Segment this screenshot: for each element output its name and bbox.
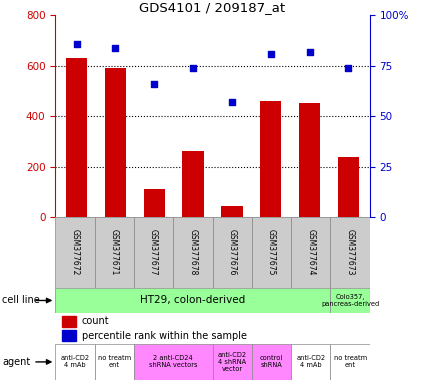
Text: no treatm
ent: no treatm ent (334, 356, 367, 368)
Bar (66, 58, 87, 217)
Bar (55, 344, 94, 380)
Bar (221, 205, 243, 217)
Bar (62, 331, 76, 341)
Bar (173, 217, 212, 288)
Bar (182, 151, 204, 217)
Point (229, 99, 235, 105)
Point (73, 41, 80, 47)
Text: GSM377678: GSM377678 (188, 229, 197, 276)
Text: GSM377672: GSM377672 (71, 229, 79, 276)
Bar (55, 288, 331, 313)
Text: anti-CD2
4 mAb: anti-CD2 4 mAb (60, 356, 90, 368)
Text: anti-CD2
4 shRNA
vector: anti-CD2 4 shRNA vector (218, 352, 247, 372)
Bar (212, 217, 252, 288)
Text: GSM377674: GSM377674 (306, 229, 315, 276)
Bar (94, 217, 134, 288)
Text: Colo357,
pancreas-derived: Colo357, pancreas-derived (321, 294, 379, 307)
Bar (331, 217, 370, 288)
Bar (212, 344, 252, 380)
Bar (62, 316, 76, 327)
Text: cell line: cell line (2, 295, 40, 306)
Text: percentile rank within the sample: percentile rank within the sample (82, 331, 247, 341)
Point (112, 45, 119, 51)
Bar (55, 217, 94, 288)
Text: GSM377673: GSM377673 (346, 229, 354, 276)
Bar (338, 157, 359, 217)
Bar (260, 101, 281, 217)
Text: count: count (82, 316, 110, 326)
Bar (291, 217, 331, 288)
Title: GDS4101 / 209187_at: GDS4101 / 209187_at (139, 1, 286, 14)
Bar (105, 68, 126, 217)
Text: agent: agent (2, 357, 30, 367)
Bar (291, 344, 331, 380)
Point (151, 81, 158, 87)
Point (267, 51, 274, 57)
Point (306, 49, 313, 55)
Text: control
shRNA: control shRNA (260, 356, 283, 368)
Text: GSM377675: GSM377675 (267, 229, 276, 276)
Bar (94, 344, 134, 380)
Text: HT29, colon-derived: HT29, colon-derived (140, 295, 246, 306)
Bar (252, 217, 291, 288)
Bar (134, 217, 173, 288)
Bar (331, 344, 370, 380)
Bar (252, 344, 291, 380)
Point (345, 65, 352, 71)
Bar (331, 288, 370, 313)
Bar (144, 189, 165, 217)
Text: GSM377671: GSM377671 (110, 229, 119, 276)
Text: anti-CD2
4 mAb: anti-CD2 4 mAb (296, 356, 326, 368)
Bar (134, 344, 212, 380)
Point (190, 65, 196, 71)
Bar (299, 103, 320, 217)
Text: 2 anti-CD24
shRNA vectors: 2 anti-CD24 shRNA vectors (149, 356, 198, 368)
Text: GSM377676: GSM377676 (228, 229, 237, 276)
Text: GSM377677: GSM377677 (149, 229, 158, 276)
Text: no treatm
ent: no treatm ent (98, 356, 131, 368)
